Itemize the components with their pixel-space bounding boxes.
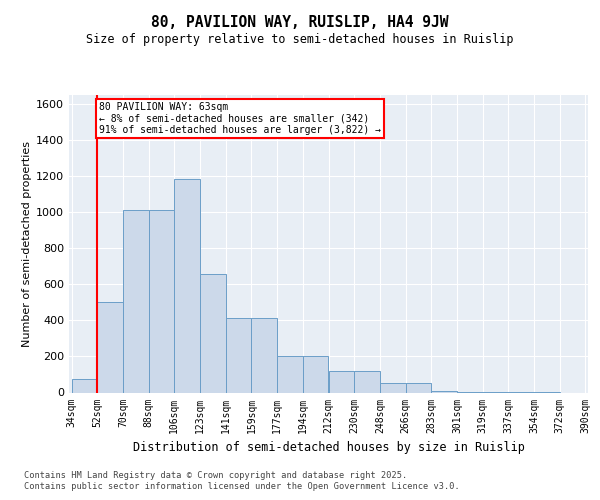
- Text: 80 PAVILION WAY: 63sqm
← 8% of semi-detached houses are smaller (342)
91% of sem: 80 PAVILION WAY: 63sqm ← 8% of semi-deta…: [100, 102, 382, 136]
- Bar: [380, 382, 406, 392]
- Bar: [123, 210, 149, 392]
- Text: 80, PAVILION WAY, RUISLIP, HA4 9JW: 80, PAVILION WAY, RUISLIP, HA4 9JW: [151, 15, 449, 30]
- Bar: [277, 356, 303, 392]
- Bar: [354, 371, 380, 392]
- Bar: [97, 302, 123, 392]
- Bar: [329, 371, 354, 392]
- Bar: [226, 318, 251, 392]
- Text: Contains HM Land Registry data © Crown copyright and database right 2025.
Contai: Contains HM Land Registry data © Crown c…: [24, 472, 460, 490]
- Text: Distribution of semi-detached houses by size in Ruislip: Distribution of semi-detached houses by …: [133, 441, 525, 454]
- Bar: [200, 274, 226, 392]
- Bar: [149, 210, 175, 392]
- Bar: [251, 318, 277, 392]
- Bar: [303, 356, 329, 392]
- Bar: [175, 179, 200, 392]
- Bar: [431, 390, 457, 392]
- Bar: [406, 382, 431, 392]
- Y-axis label: Number of semi-detached properties: Number of semi-detached properties: [22, 141, 32, 347]
- Bar: [71, 379, 97, 392]
- Text: Size of property relative to semi-detached houses in Ruislip: Size of property relative to semi-detach…: [86, 34, 514, 46]
